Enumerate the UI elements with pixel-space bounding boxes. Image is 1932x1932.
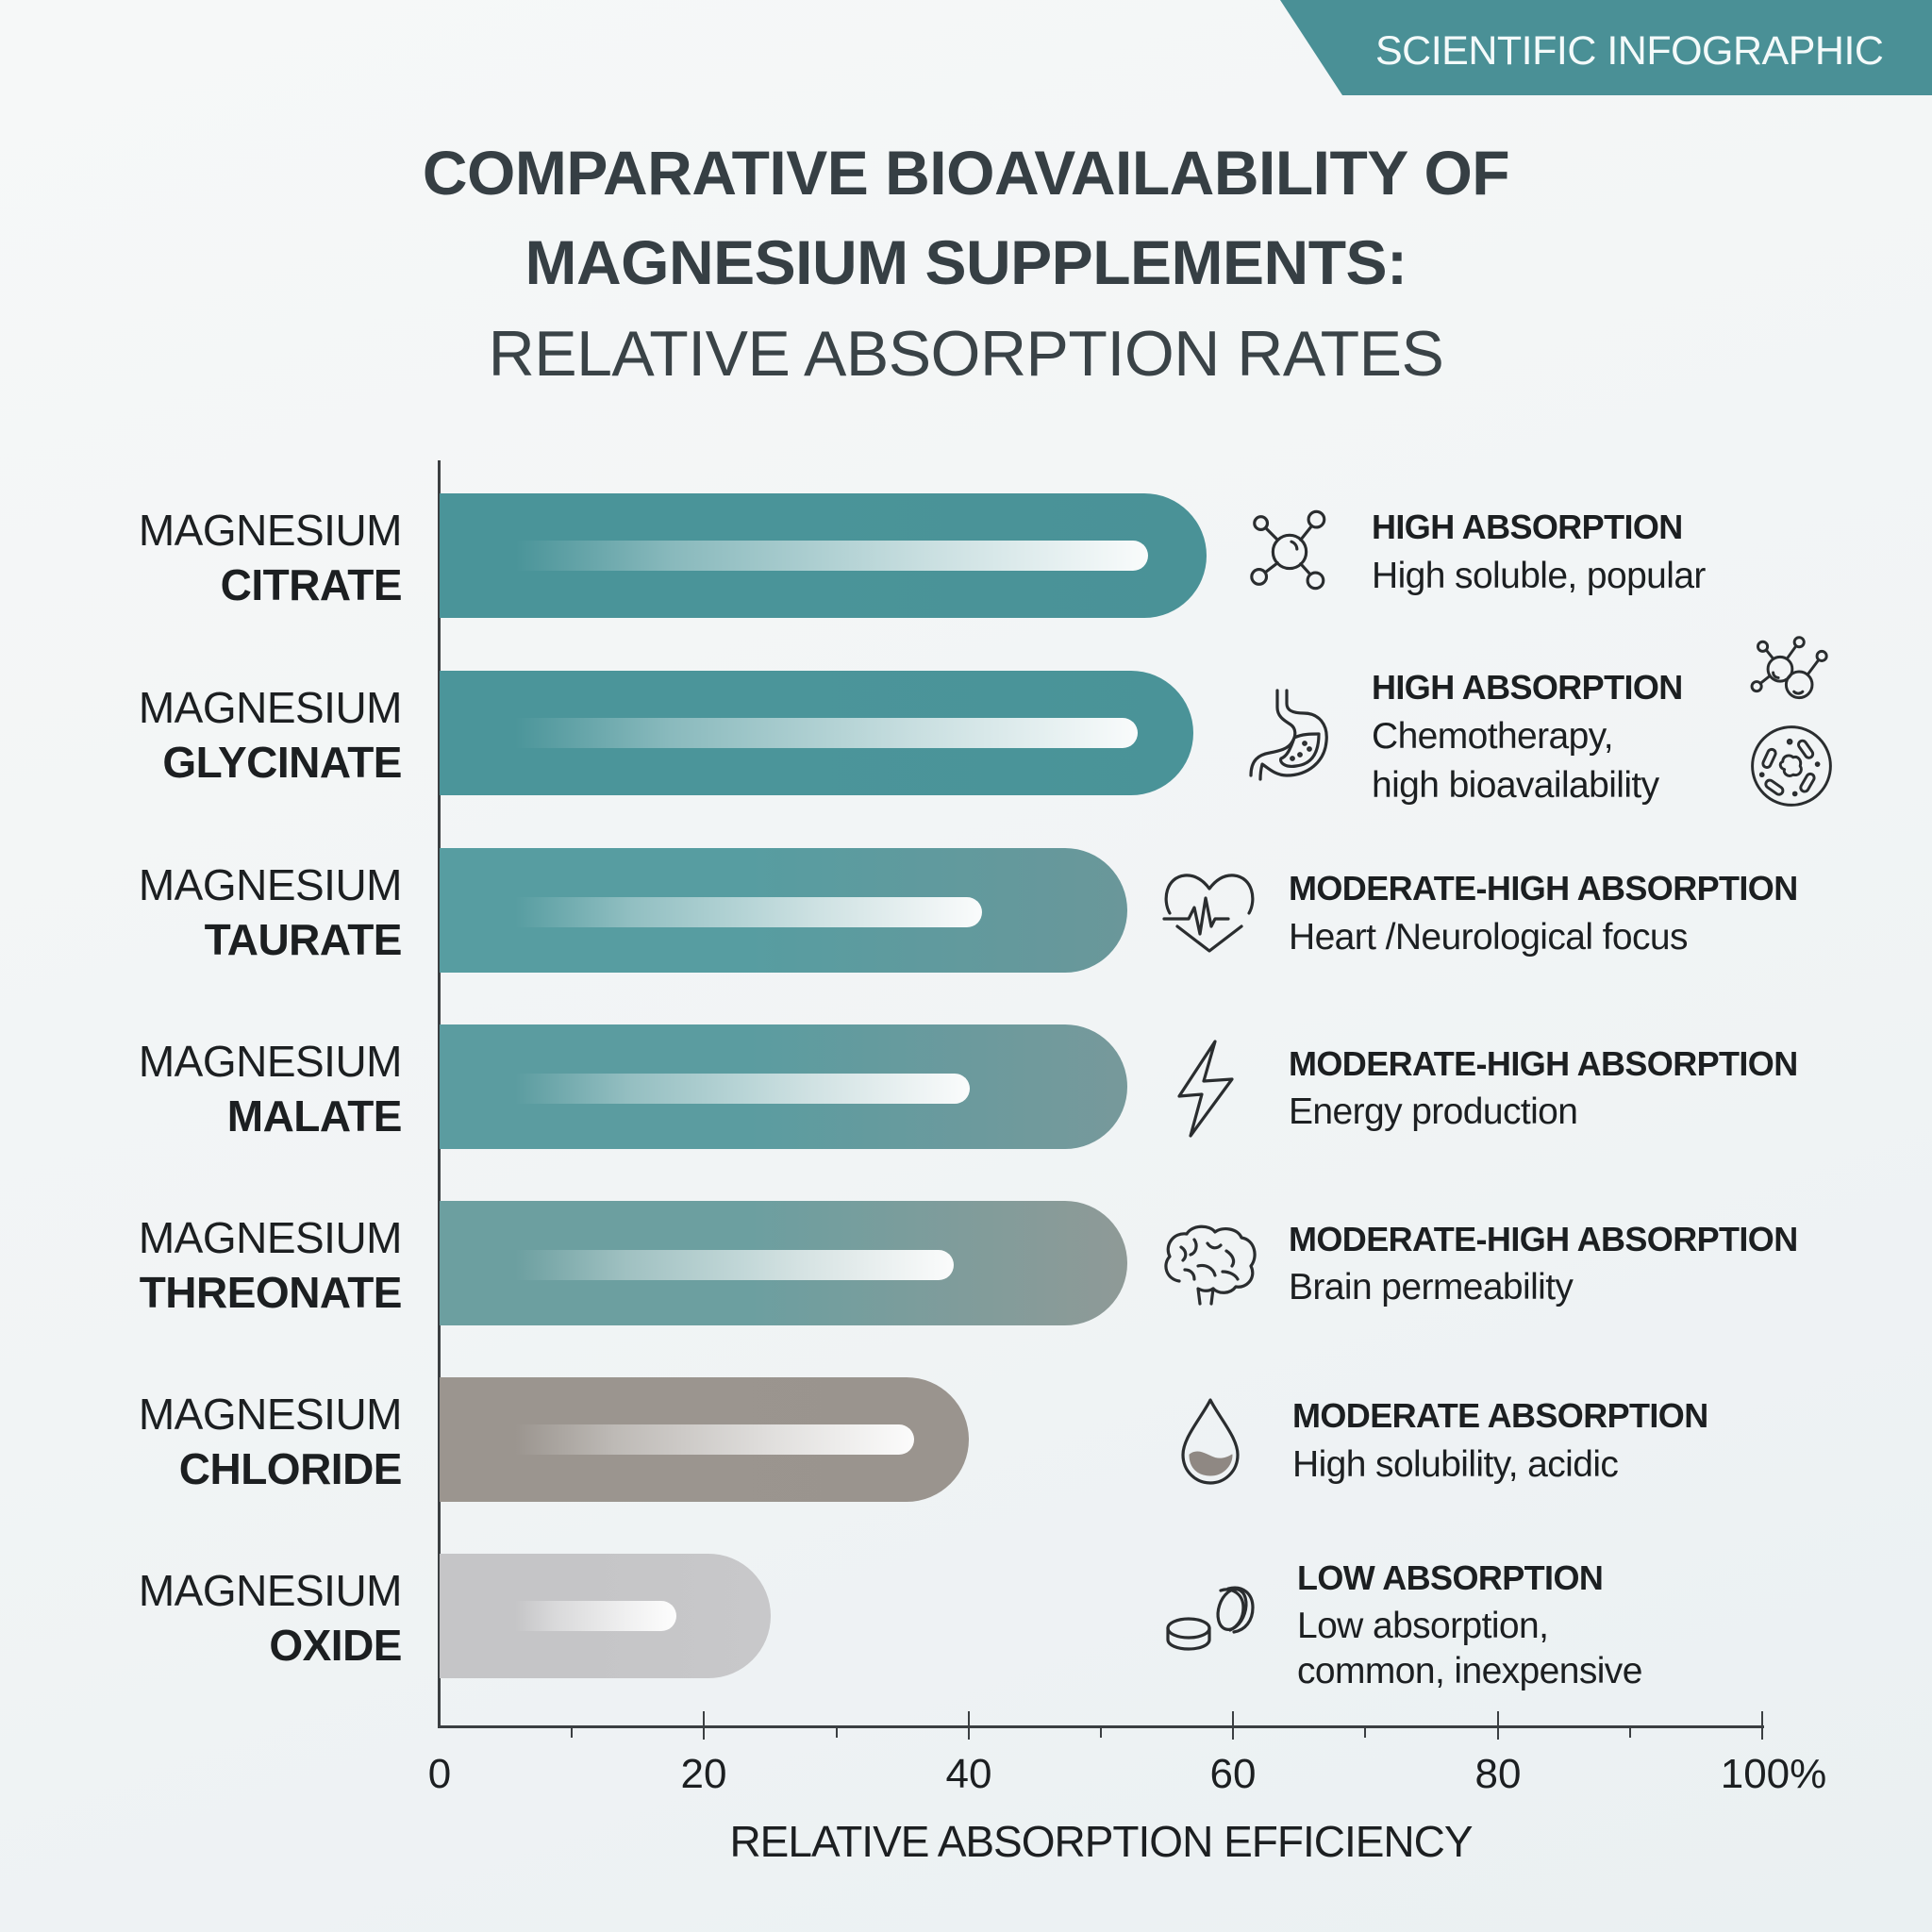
minor-tick xyxy=(571,1726,574,1738)
row-label-malate: MAGNESIUM MALATE xyxy=(57,1034,403,1143)
row-label-prefix: MAGNESIUM xyxy=(138,1390,403,1439)
bar-citrate xyxy=(440,493,1208,618)
tick-label-40: 40 xyxy=(945,1751,992,1797)
major-tick xyxy=(1761,1711,1763,1740)
minor-tick xyxy=(1628,1726,1631,1738)
row-label-prefix: MAGNESIUM xyxy=(138,860,403,909)
page-title-line-1: COMPARATIVE BIOAVAILABILITY OF xyxy=(422,138,1510,208)
row-label-name: CHLORIDE xyxy=(178,1444,403,1493)
row-label-name: THREONATE xyxy=(139,1268,403,1317)
bar-taurate xyxy=(440,848,1128,973)
row-label-chloride: MAGNESIUM CHLORIDE xyxy=(57,1387,403,1496)
lightning-bolt-icon xyxy=(1175,1040,1243,1138)
double-molecule-icon xyxy=(1747,634,1834,709)
row-label-name: MALATE xyxy=(226,1091,403,1141)
tick-label-80: 80 xyxy=(1474,1751,1522,1797)
y-axis-line xyxy=(438,460,441,1728)
description-citrate: High soluble, popular xyxy=(1372,556,1706,596)
stomach-icon xyxy=(1241,681,1336,783)
absorption-level-oxide: LOW ABSORPTION xyxy=(1297,1558,1604,1597)
tick-label-0: 0 xyxy=(427,1751,452,1797)
row-label-name: GLYCINATE xyxy=(162,738,402,787)
bar-threonate xyxy=(440,1201,1128,1325)
row-label-name: CITRATE xyxy=(220,560,403,609)
description-oxide-line-2: common, inexpensive xyxy=(1297,1651,1642,1691)
page-title-line-2: MAGNESIUM SUPPLEMENTS: xyxy=(525,227,1407,297)
major-tick xyxy=(1232,1711,1235,1740)
brain-icon xyxy=(1160,1223,1260,1307)
absorption-level-chloride: MODERATE ABSORPTION xyxy=(1292,1396,1708,1435)
absorption-level-glycinate: HIGH ABSORPTION xyxy=(1372,668,1683,707)
cell-icon xyxy=(1748,723,1835,809)
row-label-citrate: MAGNESIUM CITRATE xyxy=(57,503,403,612)
pills-icon xyxy=(1162,1581,1258,1657)
bar-oxide xyxy=(440,1554,771,1678)
description-taurate: Heart /Neurological focus xyxy=(1289,917,1688,958)
minor-tick xyxy=(1100,1726,1102,1738)
banner-label: SCIENTIFIC INFOGRAPHIC xyxy=(1375,28,1884,74)
absorption-level-citrate: HIGH ABSORPTION xyxy=(1372,508,1683,546)
water-drop-icon xyxy=(1175,1396,1245,1487)
row-label-prefix: MAGNESIUM xyxy=(138,1037,403,1086)
absorption-level-threonate: MODERATE-HIGH ABSORPTION xyxy=(1289,1220,1798,1258)
description-malate: Energy production xyxy=(1289,1091,1578,1132)
bar-highlight xyxy=(515,541,1149,571)
absorption-level-taurate: MODERATE-HIGH ABSORPTION xyxy=(1289,869,1798,908)
row-label-prefix: MAGNESIUM xyxy=(138,1213,403,1262)
row-label-oxide: MAGNESIUM OXIDE xyxy=(57,1563,403,1673)
minor-tick xyxy=(835,1726,838,1738)
bar-chloride xyxy=(440,1377,969,1502)
bar-highlight xyxy=(515,897,982,927)
bar-highlight xyxy=(515,1601,676,1631)
description-oxide-line-1: Low absorption, xyxy=(1297,1606,1549,1646)
bar-highlight xyxy=(515,718,1139,748)
major-tick xyxy=(703,1711,706,1740)
row-label-threonate: MAGNESIUM THREONATE xyxy=(57,1210,403,1320)
absorption-level-malate: MODERATE-HIGH ABSORPTION xyxy=(1289,1044,1798,1083)
bar-malate xyxy=(440,1024,1128,1149)
bar-highlight xyxy=(515,1250,955,1280)
bar-highlight xyxy=(515,1074,971,1104)
row-label-name: OXIDE xyxy=(269,1621,402,1670)
row-label-prefix: MAGNESIUM xyxy=(138,683,403,732)
header-banner xyxy=(1280,0,1932,95)
description-chloride: High solubility, acidic xyxy=(1292,1444,1619,1485)
row-label-taurate: MAGNESIUM TAURATE xyxy=(57,858,403,967)
tick-label-100: 100% xyxy=(1720,1751,1827,1797)
bar-glycinate xyxy=(440,671,1194,795)
description-threonate: Brain permeability xyxy=(1289,1267,1574,1307)
description-glycinate-line-2: high bioavailability xyxy=(1372,765,1659,806)
row-label-name: TAURATE xyxy=(204,915,403,964)
page-subtitle: RELATIVE ABSORPTION RATES xyxy=(488,318,1444,390)
row-label-prefix: MAGNESIUM xyxy=(138,1566,403,1615)
major-tick xyxy=(1496,1711,1499,1740)
row-label-glycinate: MAGNESIUM GLYCINATE xyxy=(57,680,403,790)
tick-label-20: 20 xyxy=(680,1751,727,1797)
row-label-prefix: MAGNESIUM xyxy=(138,506,403,555)
x-axis-title: RELATIVE ABSORPTION EFFICIENCY xyxy=(729,1817,1473,1866)
heart-pulse-icon xyxy=(1160,868,1258,955)
minor-tick xyxy=(1364,1726,1367,1738)
bar-highlight xyxy=(515,1424,915,1455)
major-tick xyxy=(967,1711,970,1740)
description-glycinate-line-1: Chemotherapy, xyxy=(1372,716,1614,757)
tick-label-60: 60 xyxy=(1209,1751,1257,1797)
molecule-icon xyxy=(1243,504,1336,596)
